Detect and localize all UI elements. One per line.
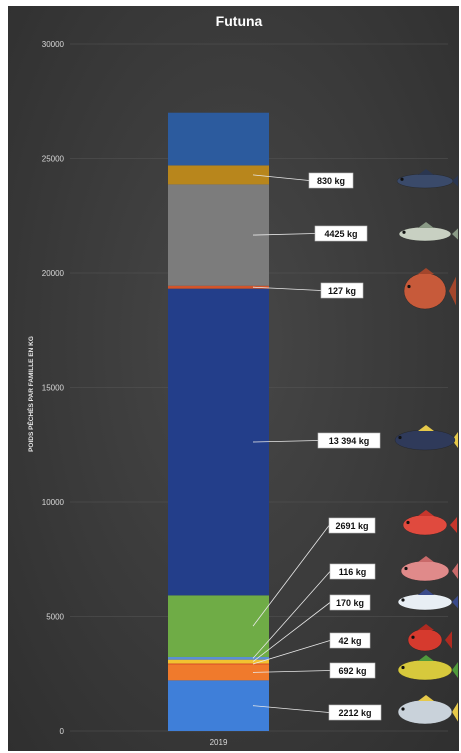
fish-icons xyxy=(394,169,458,725)
leader-line xyxy=(252,640,331,665)
marlin-fish-icon xyxy=(397,589,458,611)
y-tick-label: 15000 xyxy=(42,384,65,393)
y-axis-title: POIDS PÊCHÉS PAR FAMILLE EN KG xyxy=(26,336,35,452)
leader-line xyxy=(252,440,319,443)
bar-segment xyxy=(168,285,269,289)
red-soldierfish-icon xyxy=(407,624,452,652)
leader-line xyxy=(252,174,310,181)
data-label: 13 394 kg xyxy=(329,436,370,446)
bar-segment xyxy=(168,664,269,681)
bar-stack xyxy=(168,112,269,731)
bar-segment xyxy=(168,165,269,185)
pink-snapper-fish-icon xyxy=(400,556,458,582)
leader-line xyxy=(252,571,331,659)
bar-segment xyxy=(168,595,269,657)
y-tick-label: 20000 xyxy=(42,269,65,278)
data-label: 830 kg xyxy=(317,176,345,186)
y-tick-label: 30000 xyxy=(42,40,65,49)
x-axis-ticks: 2019 xyxy=(210,738,228,747)
data-label-box xyxy=(317,432,381,449)
data-label-box xyxy=(328,704,382,721)
data-labels: 2212 kg 692 kg 42 kg 170 kg 116 kg 2691 kg 13 … xyxy=(252,172,382,721)
chart-frame: Futuna POIDS PÊCHÉS PAR FAMILLE EN KG 0 5… xyxy=(8,6,459,751)
data-label-box xyxy=(328,517,376,534)
stacked-bar-chart: Futuna POIDS PÊCHÉS PAR FAMILLE EN KG 0 5… xyxy=(26,13,458,747)
x-tick-label: 2019 xyxy=(210,738,228,747)
data-label-box xyxy=(308,172,354,189)
bar-segment xyxy=(168,680,269,731)
y-axis-ticks: 0 5000 10000 15000 20000 25000 30000 xyxy=(42,40,65,736)
leader-line xyxy=(252,286,322,291)
leader-line xyxy=(252,705,330,713)
bar-segment xyxy=(168,659,269,664)
y-tick-label: 25000 xyxy=(42,155,65,164)
leader-line xyxy=(252,670,331,673)
tuna-fish-icon xyxy=(394,425,458,451)
y-tick-label: 10000 xyxy=(42,498,65,507)
leader-line xyxy=(252,233,316,236)
bar-segment xyxy=(168,656,269,660)
data-label: 2212 kg xyxy=(338,708,371,718)
barracuda-fish-icon xyxy=(398,222,458,242)
data-label: 692 kg xyxy=(338,666,366,676)
data-label: 127 kg xyxy=(328,286,356,296)
y-tick-label: 5000 xyxy=(46,613,64,622)
bar-segment xyxy=(168,663,269,665)
data-label: 4425 kg xyxy=(324,229,357,239)
data-label-box xyxy=(329,662,376,679)
mahi-mahi-fish-icon xyxy=(397,655,458,681)
y-tick-label: 0 xyxy=(60,727,65,736)
data-label-box xyxy=(314,225,368,242)
swordfish-fish-icon xyxy=(396,169,458,189)
leader-line xyxy=(252,602,331,662)
data-label: 42 kg xyxy=(338,636,361,646)
data-label: 116 kg xyxy=(339,567,367,577)
chart-title: Futuna xyxy=(216,13,263,29)
data-label-box xyxy=(320,282,364,299)
data-label-box xyxy=(329,563,376,580)
data-label: 170 kg xyxy=(336,598,364,608)
data-label-box xyxy=(329,594,371,611)
data-label: 2691 kg xyxy=(335,521,368,531)
bar-segment xyxy=(168,288,269,596)
red-snapper-fish-icon xyxy=(402,510,457,536)
data-label-box xyxy=(329,632,371,649)
bar-segment xyxy=(168,112,269,166)
leader-line xyxy=(252,525,330,627)
bar-segment xyxy=(168,184,269,286)
grouper-fish-icon xyxy=(403,268,456,310)
trevally-fish-icon xyxy=(397,695,458,725)
